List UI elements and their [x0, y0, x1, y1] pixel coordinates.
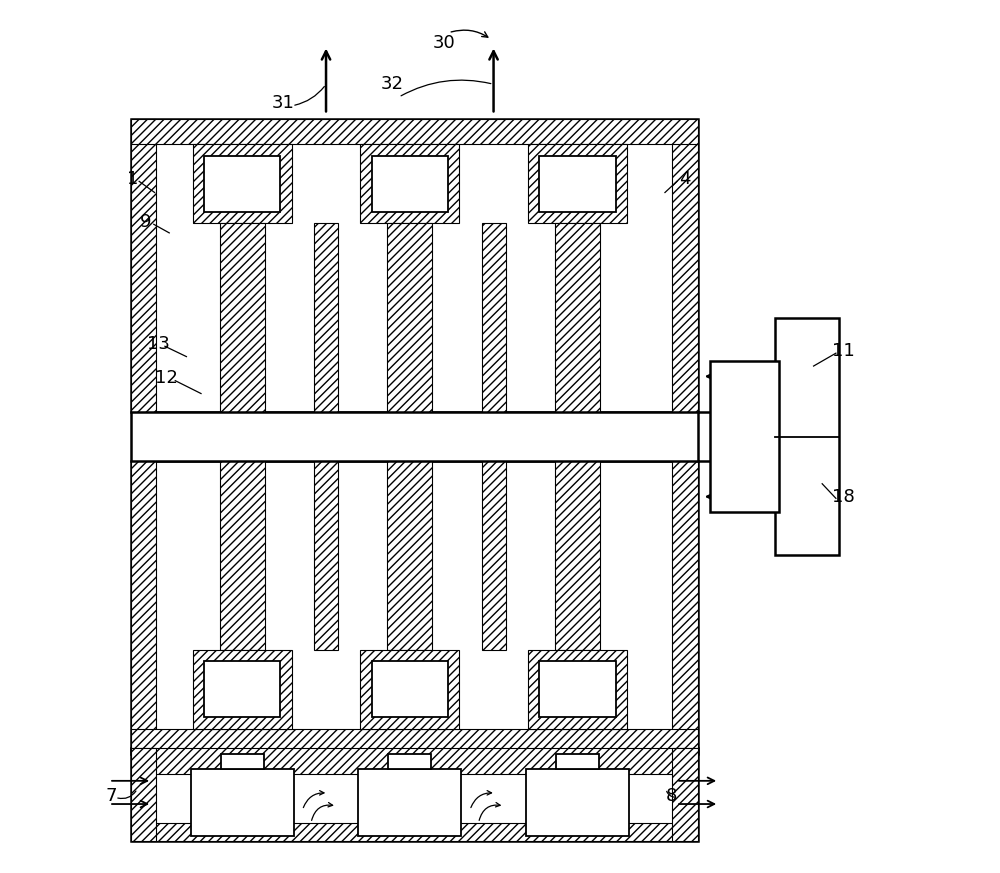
Bar — [191, 769, 294, 836]
Bar — [555, 223, 600, 412]
Text: 8: 8 — [666, 787, 678, 805]
Bar — [672, 461, 698, 754]
Bar — [193, 650, 292, 729]
Bar — [710, 361, 779, 512]
Bar — [556, 753, 599, 769]
Bar — [672, 748, 698, 842]
Bar — [482, 223, 506, 412]
Bar — [528, 144, 627, 223]
Bar — [388, 753, 431, 769]
Bar — [220, 461, 265, 650]
Bar — [528, 650, 627, 729]
Bar — [314, 223, 338, 412]
Bar — [526, 769, 629, 836]
Bar — [220, 223, 265, 412]
Text: 30: 30 — [433, 34, 456, 52]
Text: 13: 13 — [147, 334, 170, 353]
Bar — [131, 461, 698, 754]
Bar — [372, 155, 448, 212]
Bar — [360, 144, 459, 223]
Bar — [775, 319, 839, 554]
Bar — [221, 753, 264, 769]
Bar — [131, 119, 156, 412]
Bar — [131, 748, 156, 842]
Bar — [387, 223, 432, 412]
Bar — [131, 119, 698, 412]
Bar — [204, 155, 280, 212]
Text: 9: 9 — [140, 213, 152, 230]
Text: 31: 31 — [272, 94, 295, 112]
Bar — [131, 748, 698, 774]
Bar — [539, 661, 616, 718]
Bar — [358, 769, 461, 836]
Bar — [131, 748, 698, 842]
Bar — [131, 823, 698, 842]
Bar — [360, 650, 459, 729]
Bar — [539, 155, 616, 212]
Text: 12: 12 — [155, 369, 178, 387]
Bar — [131, 119, 698, 144]
Bar — [672, 119, 698, 412]
Bar — [204, 661, 280, 718]
Text: 4: 4 — [679, 169, 690, 188]
Text: 32: 32 — [381, 75, 404, 93]
Text: 18: 18 — [832, 488, 855, 505]
Bar — [131, 461, 156, 754]
Text: 7: 7 — [106, 787, 117, 805]
Bar — [131, 412, 698, 461]
Bar — [193, 144, 292, 223]
Bar — [314, 461, 338, 650]
Text: 11: 11 — [832, 341, 855, 360]
Bar — [482, 461, 506, 650]
Bar — [555, 461, 600, 650]
Bar — [387, 461, 432, 650]
Bar — [372, 661, 448, 718]
Bar — [131, 729, 698, 754]
Text: 1: 1 — [127, 169, 138, 188]
